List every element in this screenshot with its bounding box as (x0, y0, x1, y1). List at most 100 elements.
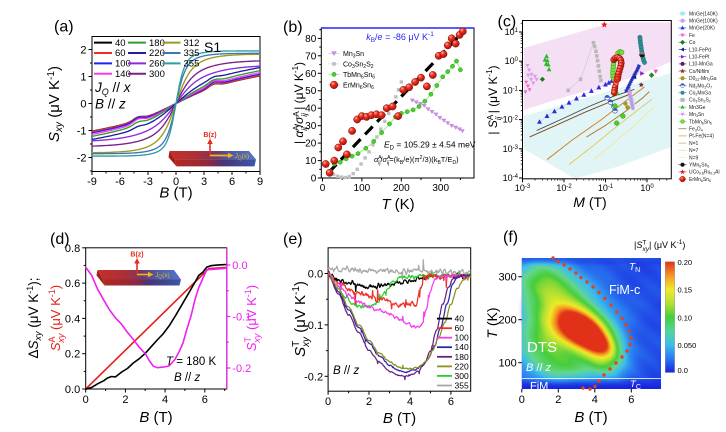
svg-text:(f): (f) (503, 229, 518, 246)
svg-text:140: 140 (455, 342, 469, 352)
svg-text:60: 60 (455, 323, 465, 333)
svg-text:100: 100 (354, 183, 371, 194)
svg-text:6: 6 (628, 394, 634, 406)
svg-text:JQ // x: JQ // x (94, 80, 132, 97)
svg-text:0: 0 (311, 174, 317, 185)
svg-text:0.10: 0.10 (678, 313, 693, 322)
svg-text:0.0: 0.0 (65, 384, 80, 396)
svg-text:0: 0 (325, 396, 331, 408)
svg-text:180: 180 (455, 352, 469, 362)
svg-text:| SAij | (μV K-1): | SAij | (μV K-1) (485, 65, 503, 134)
svg-text:N=7: N=7 (689, 148, 699, 154)
svg-text:ErMn6Sn6: ErMn6Sn6 (343, 82, 374, 91)
svg-text:0: 0 (320, 183, 326, 194)
svg-text:4: 4 (407, 396, 413, 408)
svg-text:355: 355 (184, 59, 200, 70)
svg-text:Sxy (μV K-1): Sxy (μV K-1) (46, 66, 65, 142)
svg-text:Co2MnGa: Co2MnGa (689, 91, 711, 97)
svg-text:ΔSxy (μV K-1);: ΔSxy (μV K-1); (25, 277, 43, 358)
svg-text:M (T): M (T) (573, 194, 606, 210)
svg-text:TC: TC (630, 379, 641, 391)
svg-text:(a): (a) (54, 19, 74, 36)
svg-text:-3: -3 (143, 176, 153, 188)
svg-text:|STxy| (μV K-1): |ST xy| (μV K-1) (634, 239, 685, 253)
svg-text:1: 1 (80, 72, 86, 84)
svg-text:0: 0 (80, 99, 86, 111)
svg-text:TbMn6Sn6: TbMn6Sn6 (689, 119, 712, 125)
svg-text:20: 20 (305, 139, 317, 150)
svg-text:100: 100 (498, 358, 516, 370)
svg-text:2: 2 (80, 45, 86, 57)
svg-text:B // z: B // z (174, 372, 200, 384)
svg-text:B(z): B(z) (203, 132, 216, 139)
svg-text:Nd2Mo2O7: Nd2Mo2O7 (689, 83, 712, 89)
svg-text:Fe3O4: Fe3O4 (689, 127, 703, 133)
svg-text:B (T): B (T) (139, 409, 172, 426)
svg-text:300: 300 (149, 69, 165, 80)
svg-text:10-3: 10-3 (503, 144, 519, 154)
svg-text:220: 220 (455, 361, 469, 371)
svg-text:B // z: B // z (95, 97, 126, 112)
svg-text:Pt-Fe(N=4): Pt-Fe(N=4) (689, 134, 714, 140)
svg-text:B // z: B // z (333, 365, 359, 377)
svg-text:FiM-c: FiM-c (609, 283, 640, 297)
svg-text:312: 312 (184, 38, 200, 49)
svg-text:9: 9 (257, 176, 263, 188)
svg-text:2: 2 (555, 394, 561, 406)
svg-text:2: 2 (366, 396, 372, 408)
svg-text:40: 40 (455, 314, 465, 324)
svg-text:UCo0.8Ru0.2Al: UCo0.8Ru0.2Al (689, 170, 720, 176)
svg-text:DTS: DTS (527, 339, 557, 356)
svg-text:T (K): T (K) (381, 196, 414, 213)
svg-text:N=1: N=1 (689, 141, 699, 147)
svg-text:70: 70 (305, 51, 317, 62)
svg-text:180: 180 (149, 38, 165, 49)
svg-text:Mn3Sn: Mn3Sn (689, 112, 704, 118)
svg-text:100: 100 (505, 56, 519, 66)
svg-text:FiM: FiM (530, 381, 548, 393)
svg-text:Co/Nifilm: Co/Nifilm (689, 69, 709, 75)
svg-text:101: 101 (505, 27, 519, 37)
svg-text:0.8: 0.8 (65, 243, 80, 255)
svg-text:300: 300 (498, 272, 516, 284)
svg-text:3: 3 (201, 176, 207, 188)
svg-text:S1: S1 (204, 39, 221, 55)
svg-text:MnGe(20K): MnGe(20K) (689, 26, 715, 32)
svg-text:0: 0 (83, 394, 89, 406)
svg-text:D022-Mn2Ga: D022-Mn2Ga (689, 76, 717, 82)
svg-text:ErMn6Sn6: ErMn6Sn6 (689, 177, 711, 183)
svg-text:| αAij/σAij | (μV K-1): | αAij/σAij | (μV K-1) (291, 62, 309, 144)
svg-text:4: 4 (592, 394, 598, 406)
svg-text:N=9: N=9 (689, 155, 699, 161)
svg-text:JQ(x): JQ(x) (234, 153, 250, 162)
svg-text:100: 100 (455, 333, 469, 343)
svg-text:50: 50 (305, 86, 317, 97)
svg-text:0.0: 0.0 (232, 260, 247, 272)
svg-text:60: 60 (115, 48, 126, 59)
svg-text:10: 10 (305, 156, 317, 167)
svg-text:JQ(x): JQ(x) (154, 272, 170, 281)
svg-text:T (K): T (K) (484, 307, 500, 338)
svg-text:-2: -2 (77, 153, 87, 165)
svg-text:Co3Sn2S2: Co3Sn2S2 (343, 61, 374, 70)
svg-text:0: 0 (519, 394, 525, 406)
svg-text:-0.1: -0.1 (232, 312, 251, 324)
svg-text:0.2: 0.2 (65, 349, 80, 361)
svg-text:TbMn6Sn6: TbMn6Sn6 (343, 72, 375, 81)
svg-text:STxy (μV K-1): STxy (μV K-1) (291, 281, 312, 357)
svg-text:0.050: 0.050 (678, 341, 697, 350)
svg-text:ED = 105.29 ± 4.54 meV: ED = 105.29 ± 4.54 meV (384, 140, 476, 152)
svg-text:0.20: 0.20 (678, 258, 693, 267)
svg-text:L10-FePt: L10-FePt (689, 55, 710, 61)
svg-text:10-2: 10-2 (503, 115, 519, 125)
svg-text:B(z): B(z) (130, 252, 143, 259)
svg-text:0.6: 0.6 (65, 278, 80, 290)
svg-text:STxy (μV K-1): STxy (μV K-1) (243, 285, 262, 351)
svg-text:10-1: 10-1 (598, 183, 614, 193)
svg-text:0.0: 0.0 (308, 269, 323, 281)
svg-text:6: 6 (229, 176, 235, 188)
svg-text:SAxy (μV K-1): SAxy (μV K-1) (47, 285, 66, 351)
svg-text:L10-FePd: L10-FePd (689, 47, 711, 53)
svg-text:B (T): B (T) (383, 410, 416, 427)
svg-text:Co: Co (689, 40, 696, 46)
